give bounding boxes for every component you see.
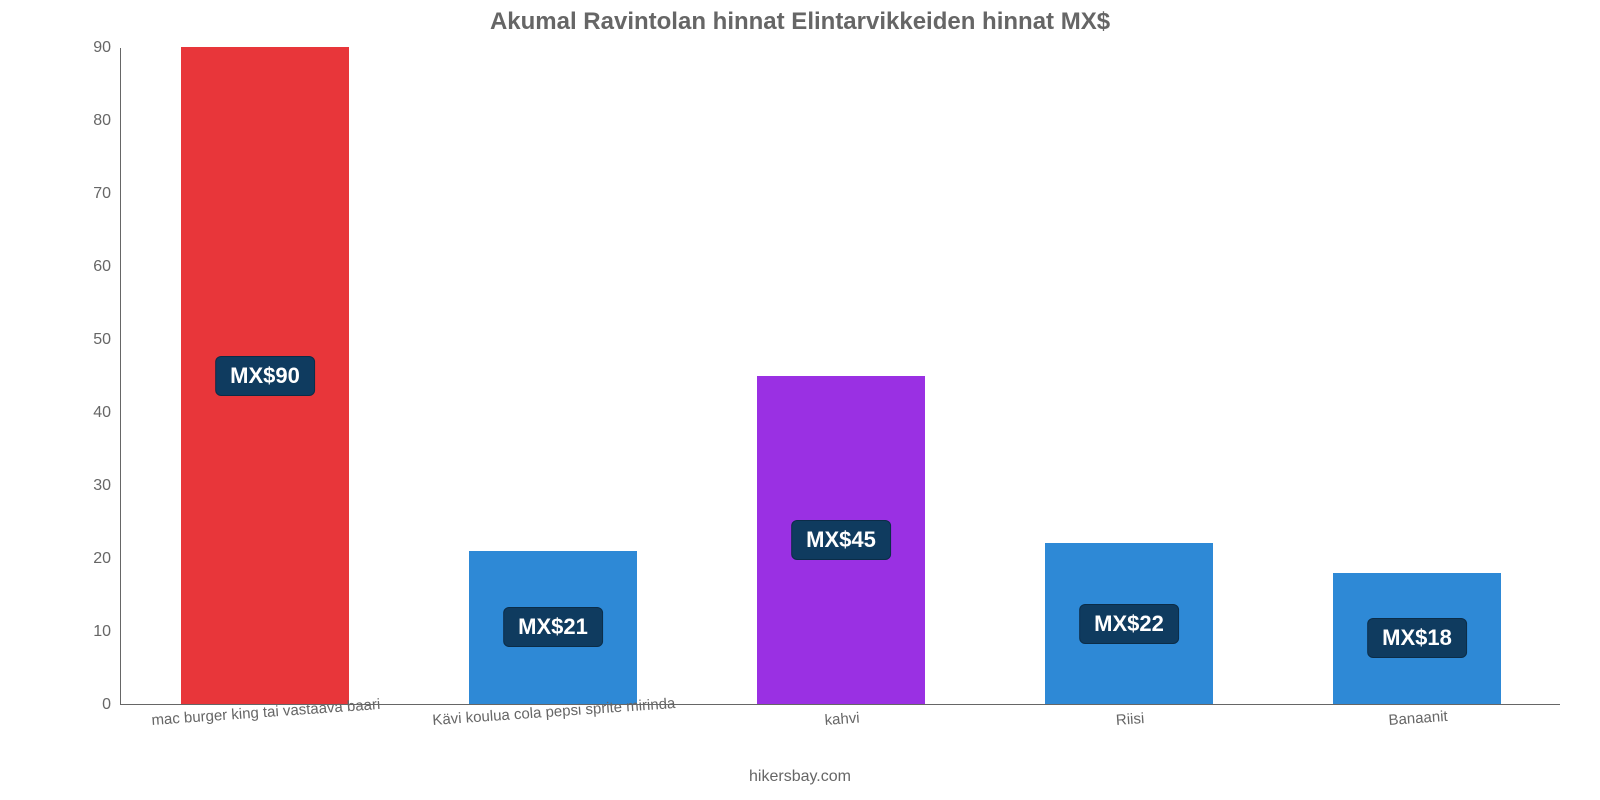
y-tick-label: 60 [93, 258, 121, 276]
bar: MX$21 [469, 551, 636, 704]
credit-text: hikersbay.com [0, 768, 1600, 786]
plot-area: MX$90MX$21MX$45MX$22MX$18 01020304050607… [120, 48, 1560, 705]
bar-value-label: MX$90 [215, 356, 315, 396]
y-tick-label: 10 [93, 623, 121, 641]
y-tick-label: 20 [93, 550, 121, 568]
chart-container: Akumal Ravintolan hinnat Elintarvikkeide… [0, 0, 1600, 800]
y-tick-label: 70 [93, 185, 121, 203]
chart-title: Akumal Ravintolan hinnat Elintarvikkeide… [0, 8, 1600, 36]
bar-value-label: MX$21 [503, 607, 603, 647]
bar-value-label: MX$18 [1367, 618, 1467, 658]
bars-layer: MX$90 MX$21 MX$45 MX$22 MX$18 [121, 48, 1560, 704]
bar: MX$90 [181, 47, 348, 704]
y-tick-label: 0 [102, 696, 121, 714]
bar: MX$22 [1045, 543, 1212, 704]
y-tick-label: 40 [93, 404, 121, 422]
y-tick-label: 50 [93, 331, 121, 349]
x-tick-label: Banaanit [1387, 700, 1448, 729]
bar: MX$45 [757, 376, 924, 705]
bar-value-label: MX$45 [791, 520, 891, 560]
y-tick-label: 90 [93, 39, 121, 57]
y-tick-label: 80 [93, 112, 121, 130]
x-tick-label: kahvi [823, 702, 860, 729]
bar-value-label: MX$22 [1079, 604, 1179, 644]
bar: MX$18 [1333, 573, 1500, 704]
y-tick-label: 30 [93, 477, 121, 495]
x-tick-label: Riisi [1115, 702, 1145, 729]
